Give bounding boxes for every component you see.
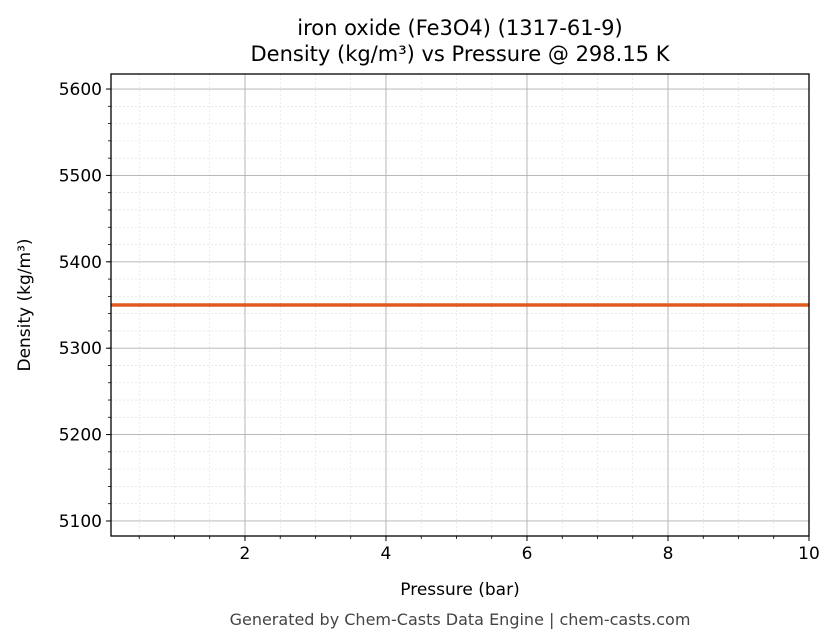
x-tick-label: 2 <box>240 544 251 564</box>
footer-credit: Generated by Chem-Casts Data Engine | ch… <box>230 610 691 629</box>
y-axis-label: Density (kg/m³) <box>15 238 35 371</box>
x-axis-label: Pressure (bar) <box>400 580 519 600</box>
y-tick-label: 5400 <box>59 253 102 273</box>
plot-frame <box>110 73 810 537</box>
x-tick-label: 6 <box>522 544 533 564</box>
x-tick-label: 8 <box>663 544 674 564</box>
y-tick-label: 5200 <box>59 426 102 446</box>
x-tick-label: 4 <box>381 544 392 564</box>
y-tick-label: 5500 <box>59 166 102 186</box>
y-tick-label: 5600 <box>59 80 102 100</box>
chart-title: iron oxide (Fe3O4) (1317-61-9) <box>297 16 622 40</box>
chart-subtitle: Density (kg/m³) vs Pressure @ 298.15 K <box>250 42 670 66</box>
x-tick-label: 10 <box>798 544 820 564</box>
y-tick-label: 5300 <box>59 339 102 359</box>
y-tick-label: 5100 <box>59 512 102 532</box>
